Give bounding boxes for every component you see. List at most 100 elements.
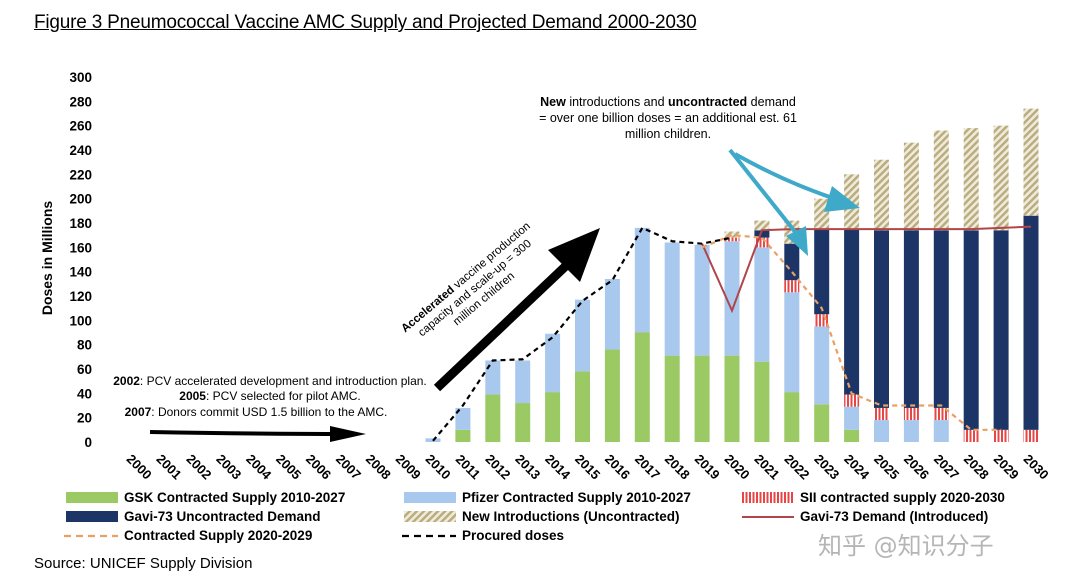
bar-segment bbox=[874, 159, 889, 231]
source-note: Source: UNICEF Supply Division bbox=[34, 555, 253, 572]
y-tick-label: 100 bbox=[69, 313, 92, 328]
new-intro-arrow-2 bbox=[728, 148, 802, 240]
bar-segment bbox=[844, 429, 860, 442]
bar-segment bbox=[604, 278, 620, 350]
x-tick-label: 2011 bbox=[453, 452, 484, 483]
new-intro-annotation-line2: = over one billion doses = an additional… bbox=[539, 111, 797, 125]
bar-segment bbox=[754, 220, 770, 231]
legend-swatch bbox=[66, 511, 118, 522]
bar-segment bbox=[1023, 429, 1039, 442]
y-tick-label: 240 bbox=[69, 143, 92, 158]
y-tick-label: 20 bbox=[77, 411, 92, 426]
bar-segment bbox=[485, 360, 501, 395]
y-tick-label: 280 bbox=[69, 94, 92, 109]
x-tick-label: 2023 bbox=[811, 451, 842, 482]
legend-label: Gavi-73 Demand (Introduced) bbox=[800, 509, 988, 524]
bar-segment bbox=[933, 420, 949, 442]
bar-segment bbox=[694, 355, 710, 442]
x-tick-label: 2008 bbox=[363, 451, 394, 482]
bar-segment bbox=[784, 292, 800, 393]
legend-label: Gavi-73 Uncontracted Demand bbox=[124, 509, 321, 524]
bar-segment bbox=[1023, 108, 1039, 216]
bar-segment bbox=[814, 326, 830, 405]
bar-segment bbox=[814, 404, 830, 442]
new-intro-arrow-1-head bbox=[824, 186, 860, 212]
bar-segment bbox=[694, 244, 710, 356]
watermark: 知乎 @知识分子 bbox=[818, 532, 994, 560]
x-tick-label: 2020 bbox=[722, 451, 753, 482]
accelerated-annotation: Accelerated vaccine production capacity … bbox=[399, 220, 534, 339]
x-tick-label: 2024 bbox=[841, 451, 873, 483]
x-tick-label: 2007 bbox=[333, 451, 364, 482]
legend-swatch bbox=[404, 511, 456, 522]
x-tick-label: 2000 bbox=[124, 451, 155, 482]
x-tick-label: 2015 bbox=[572, 451, 603, 482]
bar-segment bbox=[903, 407, 919, 421]
bar-segment bbox=[903, 230, 919, 408]
x-tick-label: 2026 bbox=[901, 451, 932, 482]
x-tick-label: 2025 bbox=[871, 451, 902, 482]
x-tick-label: 2009 bbox=[393, 451, 424, 482]
bar-segment bbox=[874, 230, 889, 408]
y-tick-label: 60 bbox=[77, 362, 92, 377]
demand-line bbox=[701, 225, 1032, 314]
x-tick-label: 2001 bbox=[154, 451, 185, 482]
y-tick-label: 260 bbox=[69, 119, 92, 134]
bar-segment bbox=[724, 231, 740, 238]
legend-label: Pfizer Contracted Supply 2010-2027 bbox=[462, 490, 691, 505]
x-tick-label: 2004 bbox=[243, 451, 275, 483]
bar-segment bbox=[754, 247, 770, 362]
bar-segment bbox=[903, 142, 919, 231]
y-tick-label: 220 bbox=[69, 167, 92, 182]
bar-segment bbox=[664, 355, 680, 442]
x-tick-label: 2012 bbox=[482, 451, 513, 482]
bar-segment bbox=[724, 241, 740, 356]
y-tick-label: 80 bbox=[77, 338, 92, 353]
y-tick-label: 140 bbox=[69, 265, 92, 280]
bar-segment bbox=[933, 230, 949, 408]
accelerated-arrow bbox=[433, 258, 574, 392]
bar-segment bbox=[903, 420, 919, 442]
bar-segment bbox=[575, 299, 590, 372]
bar-segment bbox=[963, 429, 979, 442]
bar-segment bbox=[545, 333, 561, 393]
x-axis-ticks: 2000200120022003200420052006200720082009… bbox=[124, 451, 1052, 483]
bar-segment bbox=[754, 237, 770, 248]
y-tick-label: 160 bbox=[69, 240, 92, 255]
x-tick-label: 2027 bbox=[931, 451, 962, 482]
x-tick-label: 2016 bbox=[602, 451, 633, 482]
bar-segment bbox=[874, 407, 889, 421]
y-axis-label: Doses in Millions bbox=[39, 201, 55, 316]
bar-segment bbox=[545, 392, 561, 442]
y-tick-label: 200 bbox=[69, 192, 92, 207]
x-tick-label: 2030 bbox=[1021, 451, 1052, 482]
legend-label: New Introductions (Uncontracted) bbox=[462, 509, 680, 524]
bar-segment bbox=[844, 229, 860, 395]
bar-segment bbox=[993, 230, 1009, 430]
legend-swatch bbox=[742, 492, 794, 503]
y-tick-label: 0 bbox=[84, 435, 92, 450]
dashed-series-line bbox=[701, 234, 1002, 431]
bar-segment bbox=[754, 230, 770, 238]
legend-swatch bbox=[66, 492, 118, 503]
legend: GSK Contracted Supply 2010-2027 Pfizer Co… bbox=[64, 490, 1005, 543]
x-tick-label: 2006 bbox=[303, 451, 334, 482]
legend-label: SII contracted supply 2020-2030 bbox=[800, 490, 1005, 505]
bar-segment bbox=[515, 360, 531, 404]
bar-segment bbox=[515, 403, 531, 442]
y-tick-label: 40 bbox=[77, 386, 92, 401]
x-tick-label: 2021 bbox=[752, 451, 783, 482]
accelerated-arrow-head bbox=[548, 228, 600, 282]
x-tick-label: 2019 bbox=[692, 451, 723, 482]
bar-segment bbox=[784, 243, 800, 281]
x-tick-label: 2013 bbox=[512, 451, 543, 482]
y-tick-label: 180 bbox=[69, 216, 92, 231]
bar-segment bbox=[754, 361, 770, 442]
bar-segment bbox=[933, 130, 949, 231]
bar-segment bbox=[485, 394, 501, 442]
new-intro-annotation-line3: million children. bbox=[625, 127, 711, 141]
x-tick-label: 2003 bbox=[213, 451, 244, 482]
svg-text:capacity and scale-up = 300: capacity and scale-up = 300 bbox=[416, 238, 534, 339]
bar-segment bbox=[844, 406, 860, 430]
